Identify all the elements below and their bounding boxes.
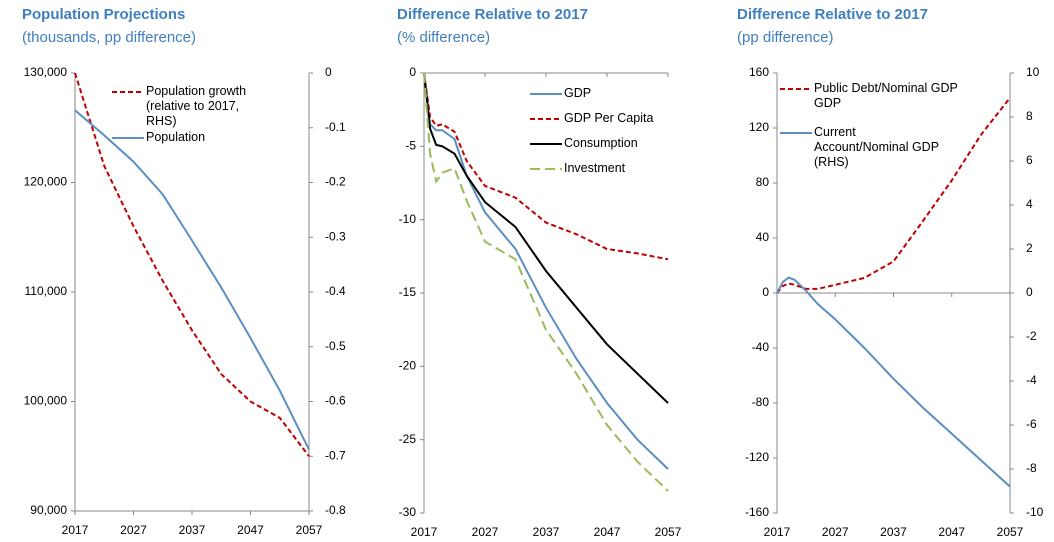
y2-tick-label: 2: [1026, 241, 1033, 255]
chart-title: Difference Relative to 2017: [737, 6, 928, 23]
legend-label: Investment: [564, 161, 626, 175]
chart-title: Population Projections: [22, 6, 186, 23]
y-tick-label: 130,000: [24, 65, 68, 79]
x-tick-label: 2027: [472, 525, 499, 539]
chart-subtitle: (thousands, pp difference): [22, 29, 197, 46]
x-tick-label: 2017: [62, 523, 89, 537]
y-tick-label: 80: [756, 175, 770, 189]
legend-swatch: [530, 168, 562, 170]
legend-swatch: [112, 137, 144, 139]
series-line: [423, 72, 669, 492]
legend-item: GDP Per Capita: [528, 111, 678, 126]
y-tick-label: 40: [756, 230, 770, 244]
y-tick-label: -120: [745, 450, 769, 464]
legend-label: Consumption: [564, 136, 638, 150]
legend-swatch: [112, 91, 144, 93]
y2-tick-label: 0: [325, 65, 332, 79]
y-tick-label: -160: [745, 505, 769, 519]
y2-tick-label: -0.8: [325, 503, 346, 517]
legend-swatch: [780, 132, 812, 134]
y-tick-label: 120,000: [24, 175, 68, 189]
y-tick-label: -80: [752, 395, 770, 409]
y2-tick-label: -0.7: [325, 448, 346, 462]
y2-tick-label: -2: [1026, 329, 1037, 343]
y-tick-label: 110,000: [25, 284, 68, 298]
x-tick-label: 2027: [822, 525, 849, 539]
x-tick-label: 2057: [997, 525, 1024, 539]
y2-tick-label: 0: [1026, 285, 1033, 299]
x-tick-label: 2037: [179, 523, 206, 537]
x-tick-label: 2037: [880, 525, 907, 539]
y2-tick-label: -6: [1026, 417, 1037, 431]
x-tick-label: 2017: [411, 525, 438, 539]
chart-subtitle: (pp difference): [737, 29, 834, 46]
y2-tick-label: 4: [1026, 197, 1033, 211]
legend-swatch: [530, 143, 562, 145]
x-tick-label: 2057: [655, 525, 682, 539]
y2-tick-label: -0.6: [325, 394, 346, 408]
y-tick-label: -30: [399, 505, 417, 519]
y2-tick-label: 10: [1026, 65, 1040, 79]
legend-swatch: [530, 118, 562, 120]
y-tick-label: -40: [752, 340, 770, 354]
legend-label: Population: [146, 130, 206, 144]
series-line: [423, 72, 669, 261]
series-line: [423, 72, 669, 404]
legend-item: Investment: [528, 161, 678, 176]
x-tick-label: 2037: [533, 525, 560, 539]
series-line: [776, 97, 1011, 294]
y-tick-label: 100,000: [24, 394, 68, 408]
y-tick-label: 90,000: [30, 503, 67, 517]
y2-tick-label: -0.5: [325, 339, 346, 353]
y2-tick-label: 6: [1026, 153, 1033, 167]
y-tick-label: 120: [749, 120, 769, 134]
legend-item: Population growth (relative to 2017, RHS…: [110, 84, 270, 129]
x-tick-label: 2017: [764, 525, 791, 539]
legend-label: GDP Per Capita: [564, 111, 654, 125]
legend-item: GDP: [528, 86, 678, 101]
x-tick-label: 2047: [594, 525, 621, 539]
y-tick-label: 160: [749, 65, 769, 79]
y-tick-label: 0: [409, 65, 416, 79]
series-line: [423, 72, 669, 470]
y2-tick-label: -0.3: [325, 229, 346, 243]
chart-subtitle: (% difference): [397, 29, 491, 46]
y-tick-label: 0: [762, 285, 769, 299]
y2-tick-label: -10: [1026, 505, 1044, 519]
legend-item: Consumption: [528, 136, 678, 151]
x-tick-label: 2047: [938, 525, 965, 539]
legend-label: Population growth (relative to 2017, RHS…: [146, 84, 247, 128]
y2-tick-label: -0.2: [325, 175, 346, 189]
y2-tick-label: -0.4: [325, 284, 346, 298]
y2-tick-label: -8: [1026, 461, 1037, 475]
legend-swatch: [530, 93, 562, 95]
y2-tick-label: -0.1: [325, 120, 346, 134]
legend-item: Current Account/Nominal GDP (RHS): [778, 125, 948, 170]
y2-tick-label: 8: [1026, 109, 1033, 123]
series-line: [74, 72, 310, 457]
legend-item: Public Debt/Nominal GDP GDP: [778, 81, 988, 111]
series-line: [776, 276, 1011, 488]
legend-item: Population: [110, 130, 270, 145]
x-tick-label: 2027: [120, 523, 147, 537]
y-tick-label: -5: [405, 139, 416, 153]
legend-swatch: [780, 88, 812, 90]
x-tick-label: 2057: [296, 523, 323, 537]
legend-label: GDP: [564, 86, 592, 100]
legend-label: Public Debt/Nominal GDP GDP: [814, 81, 958, 110]
y-tick-label: -20: [399, 359, 417, 373]
legend-label: Current Account/Nominal GDP (RHS): [814, 125, 939, 169]
y-tick-label: -10: [399, 212, 417, 226]
chart-title: Difference Relative to 2017: [397, 6, 588, 23]
y-tick-label: -15: [399, 285, 417, 299]
y2-tick-label: -4: [1026, 373, 1037, 387]
y-tick-label: -25: [399, 432, 417, 446]
series-line: [74, 109, 310, 451]
x-tick-label: 2047: [237, 523, 264, 537]
